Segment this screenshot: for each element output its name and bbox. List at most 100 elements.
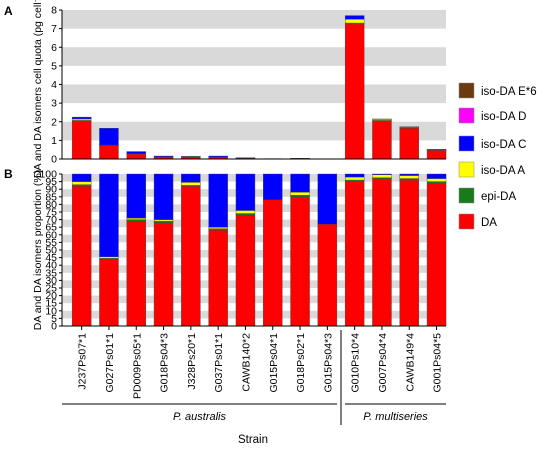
- panel-a-bar-iso-da-c: [154, 156, 173, 157]
- panel-b-bar-iso-da-c: [99, 174, 118, 257]
- panel-b-bar-iso-da-c: [318, 174, 337, 224]
- panel-b-bar-da: [291, 197, 310, 326]
- panel-b-bar-iso-da-c: [127, 174, 146, 218]
- panel-b-bar-da: [345, 182, 364, 326]
- panel-b-y-tick-label: 100: [39, 169, 57, 181]
- panel-a: A DA and DA isomers cell quota (pg cell⁻…: [4, 0, 446, 178]
- panel-a-y-tick-label: 2: [51, 116, 57, 128]
- panel-b-bar-iso-da-c: [372, 174, 391, 175]
- legend-swatch: [459, 83, 474, 98]
- panel-b-bar-iso-da-a: [236, 210, 255, 213]
- x-tick-label: G018Ps02*1: [295, 333, 307, 393]
- panel-b-bar-iso-da-a: [72, 182, 91, 185]
- panel-b-bar-da: [318, 224, 337, 326]
- panel-b-bar-iso-da-a: [99, 257, 118, 259]
- panel-b-bar-iso-da-c: [400, 174, 419, 176]
- panel-a-y-tick-label: 3: [51, 98, 57, 110]
- panel-a-bar-da: [427, 150, 446, 159]
- legend-label: iso-DA E*6: [481, 86, 537, 98]
- panel-b-bar-epi-da: [127, 220, 146, 222]
- panel-a-y-tick-label: 8: [51, 5, 57, 17]
- legend-swatch: [459, 162, 474, 177]
- legend-swatch: [459, 188, 474, 203]
- panel-a-bar-iso-da-c: [127, 152, 146, 154]
- panel-b-bar-iso-da-a: [181, 182, 200, 185]
- panel-b-bar-iso-da-a: [291, 192, 310, 195]
- panel-b-bar-iso-da-c: [345, 174, 364, 177]
- legend-label: epi-DA: [481, 191, 516, 203]
- panel-a-bar-iso-da-c: [99, 128, 118, 145]
- panel-a-bar-iso-da-a: [72, 119, 91, 120]
- panel-b-bar-da: [154, 223, 173, 326]
- panel-a-y-tick-label: 7: [51, 23, 57, 35]
- panel-b: B DA and DA isomers proportion (%) 05101…: [4, 167, 446, 446]
- x-tick-label: G010Ps10*4: [350, 333, 362, 393]
- panel-b-bar-iso-da-a: [154, 220, 173, 222]
- panel-a-band: [62, 10, 446, 29]
- panel-b-bar-iso-da-a: [345, 177, 364, 180]
- panel-b-bar-epi-da: [427, 182, 446, 184]
- panel-b-bar-da: [209, 230, 228, 326]
- panel-a-bar-da: [72, 121, 91, 159]
- panel-b-bar-da: [236, 215, 255, 326]
- panel-a-label: A: [4, 4, 13, 18]
- panel-a-band: [62, 85, 446, 104]
- panel-b-bar-iso-da-c: [427, 174, 446, 179]
- panel-a-y-tick-label: 5: [51, 60, 57, 72]
- x-tick-label: J237Ps07*1: [77, 333, 89, 390]
- legend-label: iso-DA D: [481, 111, 526, 123]
- panel-b-bar-da: [181, 186, 200, 326]
- strain-group-label: P. multiseries: [363, 411, 428, 423]
- panel-a-bar-da: [127, 154, 146, 159]
- panel-b-bar-epi-da: [400, 179, 419, 181]
- panel-b-bar-iso-da-a: [427, 179, 446, 182]
- panel-b-bar-da: [99, 259, 118, 326]
- legend-swatch: [459, 214, 474, 229]
- panel-b-bar-iso-da-c: [291, 174, 310, 192]
- panel-b-bar-iso-da-a: [400, 176, 419, 179]
- panel-a-ylabel: DA and DA isomers cell quota (pg cell⁻¹): [32, 0, 44, 178]
- panel-b-bar-epi-da: [291, 195, 310, 197]
- legend-swatch: [459, 108, 474, 123]
- panel-b-bar-da: [400, 180, 419, 326]
- x-tick-label: G027Ps01*1: [104, 333, 116, 393]
- panel-b-bar-epi-da: [236, 214, 255, 216]
- panel-b-bar-iso-da-a: [127, 218, 146, 220]
- panel-a-bar-iso-da-a: [345, 19, 364, 23]
- panel-b-bar-iso-da-c: [263, 174, 282, 200]
- panel-b-bar-epi-da: [72, 185, 91, 187]
- legend-label: iso-DA C: [481, 139, 526, 151]
- panel-a-bar-da: [345, 24, 364, 159]
- panel-a-bar-da: [99, 146, 118, 159]
- panel-a-y-tick-label: 0: [51, 154, 57, 166]
- x-tick-label: G001Ps04*5: [432, 333, 444, 393]
- x-tick-label: CAWB140*2: [240, 333, 252, 392]
- panel-b-bar-iso-da-c: [209, 174, 228, 227]
- panel-b-bar-epi-da: [345, 180, 364, 182]
- x-axis-title: Strain: [238, 434, 268, 446]
- x-tick-label: G018Ps04*3: [159, 333, 171, 393]
- panel-b-label: B: [4, 167, 13, 181]
- panel-a-bar-iso-da-c: [72, 117, 91, 119]
- panel-b-bar-epi-da: [209, 229, 228, 231]
- x-tick-label: J328Ps20*1: [186, 333, 198, 390]
- panel-b-bar-iso-da-c: [181, 174, 200, 182]
- x-tick-label: CAWB149*4: [404, 333, 416, 392]
- x-tick-label: G037Ps01*1: [213, 333, 225, 393]
- panel-a-bar-da: [372, 121, 391, 159]
- panel-b-bar-iso-da-a: [209, 227, 228, 229]
- panel-a-bar-iso-da-c: [209, 156, 228, 157]
- panel-a-y-tick-label: 6: [51, 42, 57, 54]
- strain-group-label: P. australis: [173, 411, 226, 423]
- panel-a-y-tick-label: 1: [51, 135, 57, 147]
- panel-b-bar-da: [127, 221, 146, 326]
- x-tick-label: G015Ps04*1: [268, 333, 280, 393]
- panel-b-bar-iso-da-c: [236, 174, 255, 210]
- panel-a-bar-da: [400, 128, 419, 159]
- legend-swatch: [459, 136, 474, 151]
